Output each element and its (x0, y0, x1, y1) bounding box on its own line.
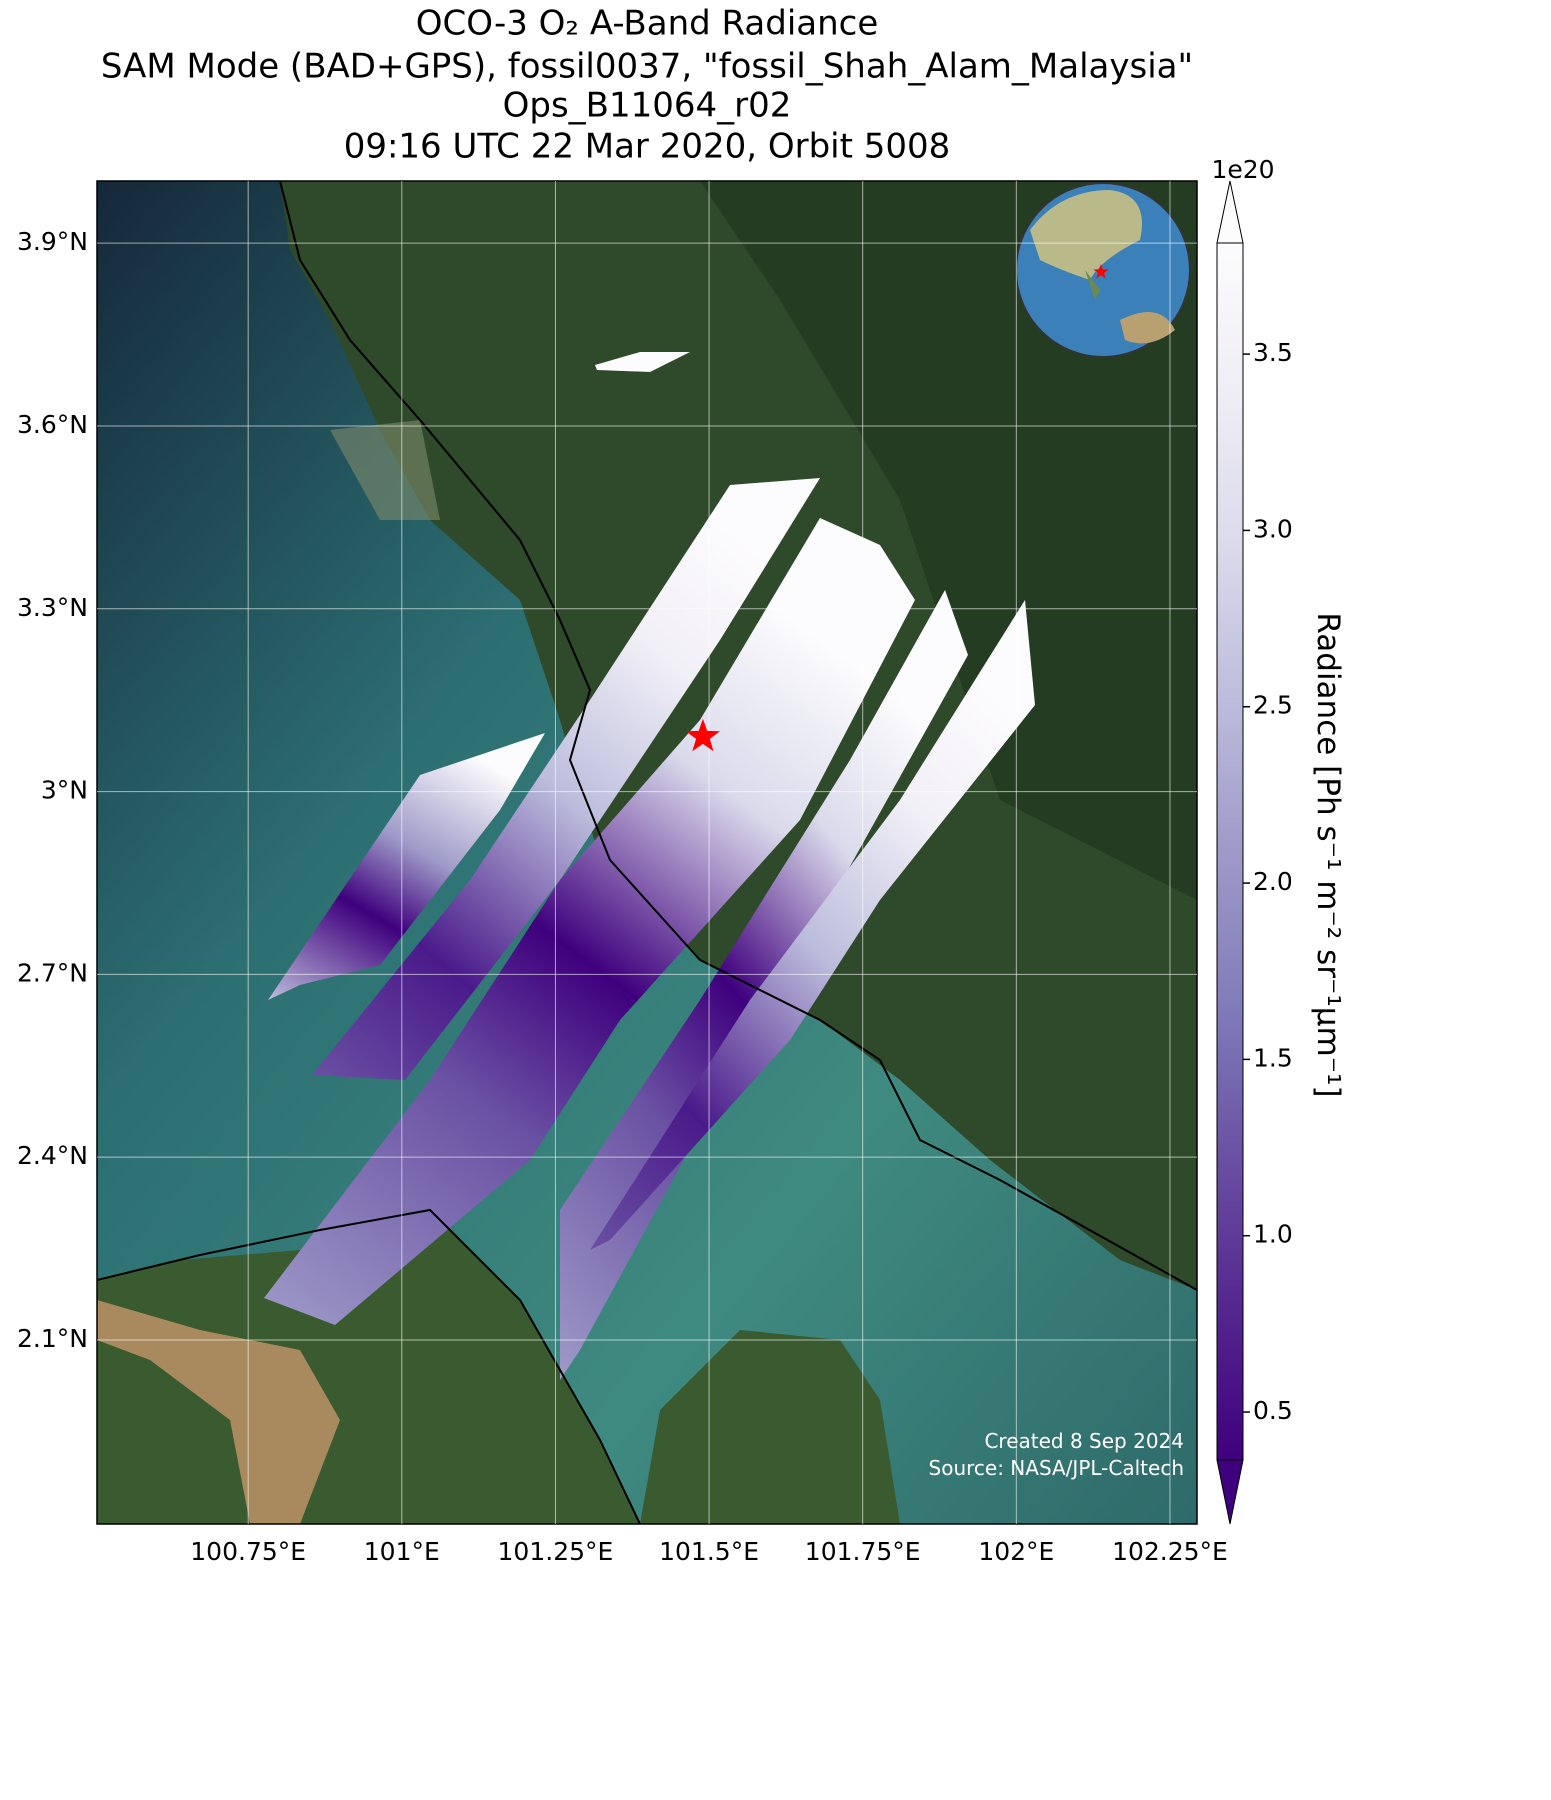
x-tick-label: 101°E (364, 1537, 440, 1566)
colorbar-extend (1216, 180, 1244, 244)
radiance-swaths (97, 181, 1197, 1524)
chart-title: 09:16 UTC 22 Mar 2020, Orbit 5008 (344, 127, 951, 167)
y-tick-label: 2.4°N (17, 1141, 88, 1170)
target-marker (685, 718, 720, 752)
colorbar-scale: 1e20 (1211, 155, 1274, 184)
map-frame (96, 180, 1198, 1525)
y-tick-label: 3.6°N (17, 410, 88, 439)
x-tick-label: 101.25°E (498, 1537, 614, 1566)
swath (268, 733, 545, 1000)
colorbar (1216, 242, 1244, 1461)
colorbar-tick-label: 2.0 (1253, 867, 1293, 896)
colorbar-tick-label: 3.0 (1253, 514, 1293, 543)
colorbar-label: Radiance [Ph s⁻¹ m⁻² sr⁻¹μm⁻¹] (1310, 612, 1346, 1097)
swath (590, 600, 1035, 1250)
x-tick-label: 101.5°E (659, 1537, 759, 1566)
chart-title: OCO-3 O₂ A-Band Radiance (416, 4, 879, 44)
x-tick-label: 102.25°E (1112, 1537, 1228, 1566)
y-tick-label: 2.1°N (17, 1324, 88, 1353)
credit: Source: NASA/JPL-Caltech (929, 1456, 1184, 1480)
coastline (97, 1208, 641, 1524)
colorbar-tick-label: 3.5 (1253, 338, 1293, 367)
colorbar-tick-label: 0.5 (1253, 1396, 1293, 1425)
credit: Created 8 Sep 2024 (984, 1429, 1184, 1453)
swath (595, 352, 690, 372)
swath (312, 478, 820, 1080)
y-tick-label: 3.9°N (17, 227, 88, 256)
colorbar-tick-label: 1.5 (1253, 1043, 1293, 1072)
swath (264, 518, 915, 1325)
globe-target (1093, 264, 1109, 279)
x-tick-label: 100.75°E (190, 1537, 306, 1566)
y-tick-label: 3°N (41, 776, 88, 805)
colorbar-tick-label: 2.5 (1253, 691, 1293, 720)
chart-title: Ops_B11064_r02 (503, 86, 792, 126)
x-tick-label: 101.75°E (805, 1537, 921, 1566)
colorbar-extend (1216, 1459, 1244, 1525)
y-tick-label: 3.3°N (17, 593, 88, 622)
chart-title: SAM Mode (BAD+GPS), fossil0037, "fossil_… (101, 47, 1193, 87)
y-tick-label: 2.7°N (17, 958, 88, 987)
colorbar-tick-label: 1.0 (1253, 1220, 1293, 1249)
globe-marker (1093, 264, 1109, 279)
x-tick-label: 102°E (978, 1537, 1054, 1566)
coastline (279, 181, 1197, 1291)
